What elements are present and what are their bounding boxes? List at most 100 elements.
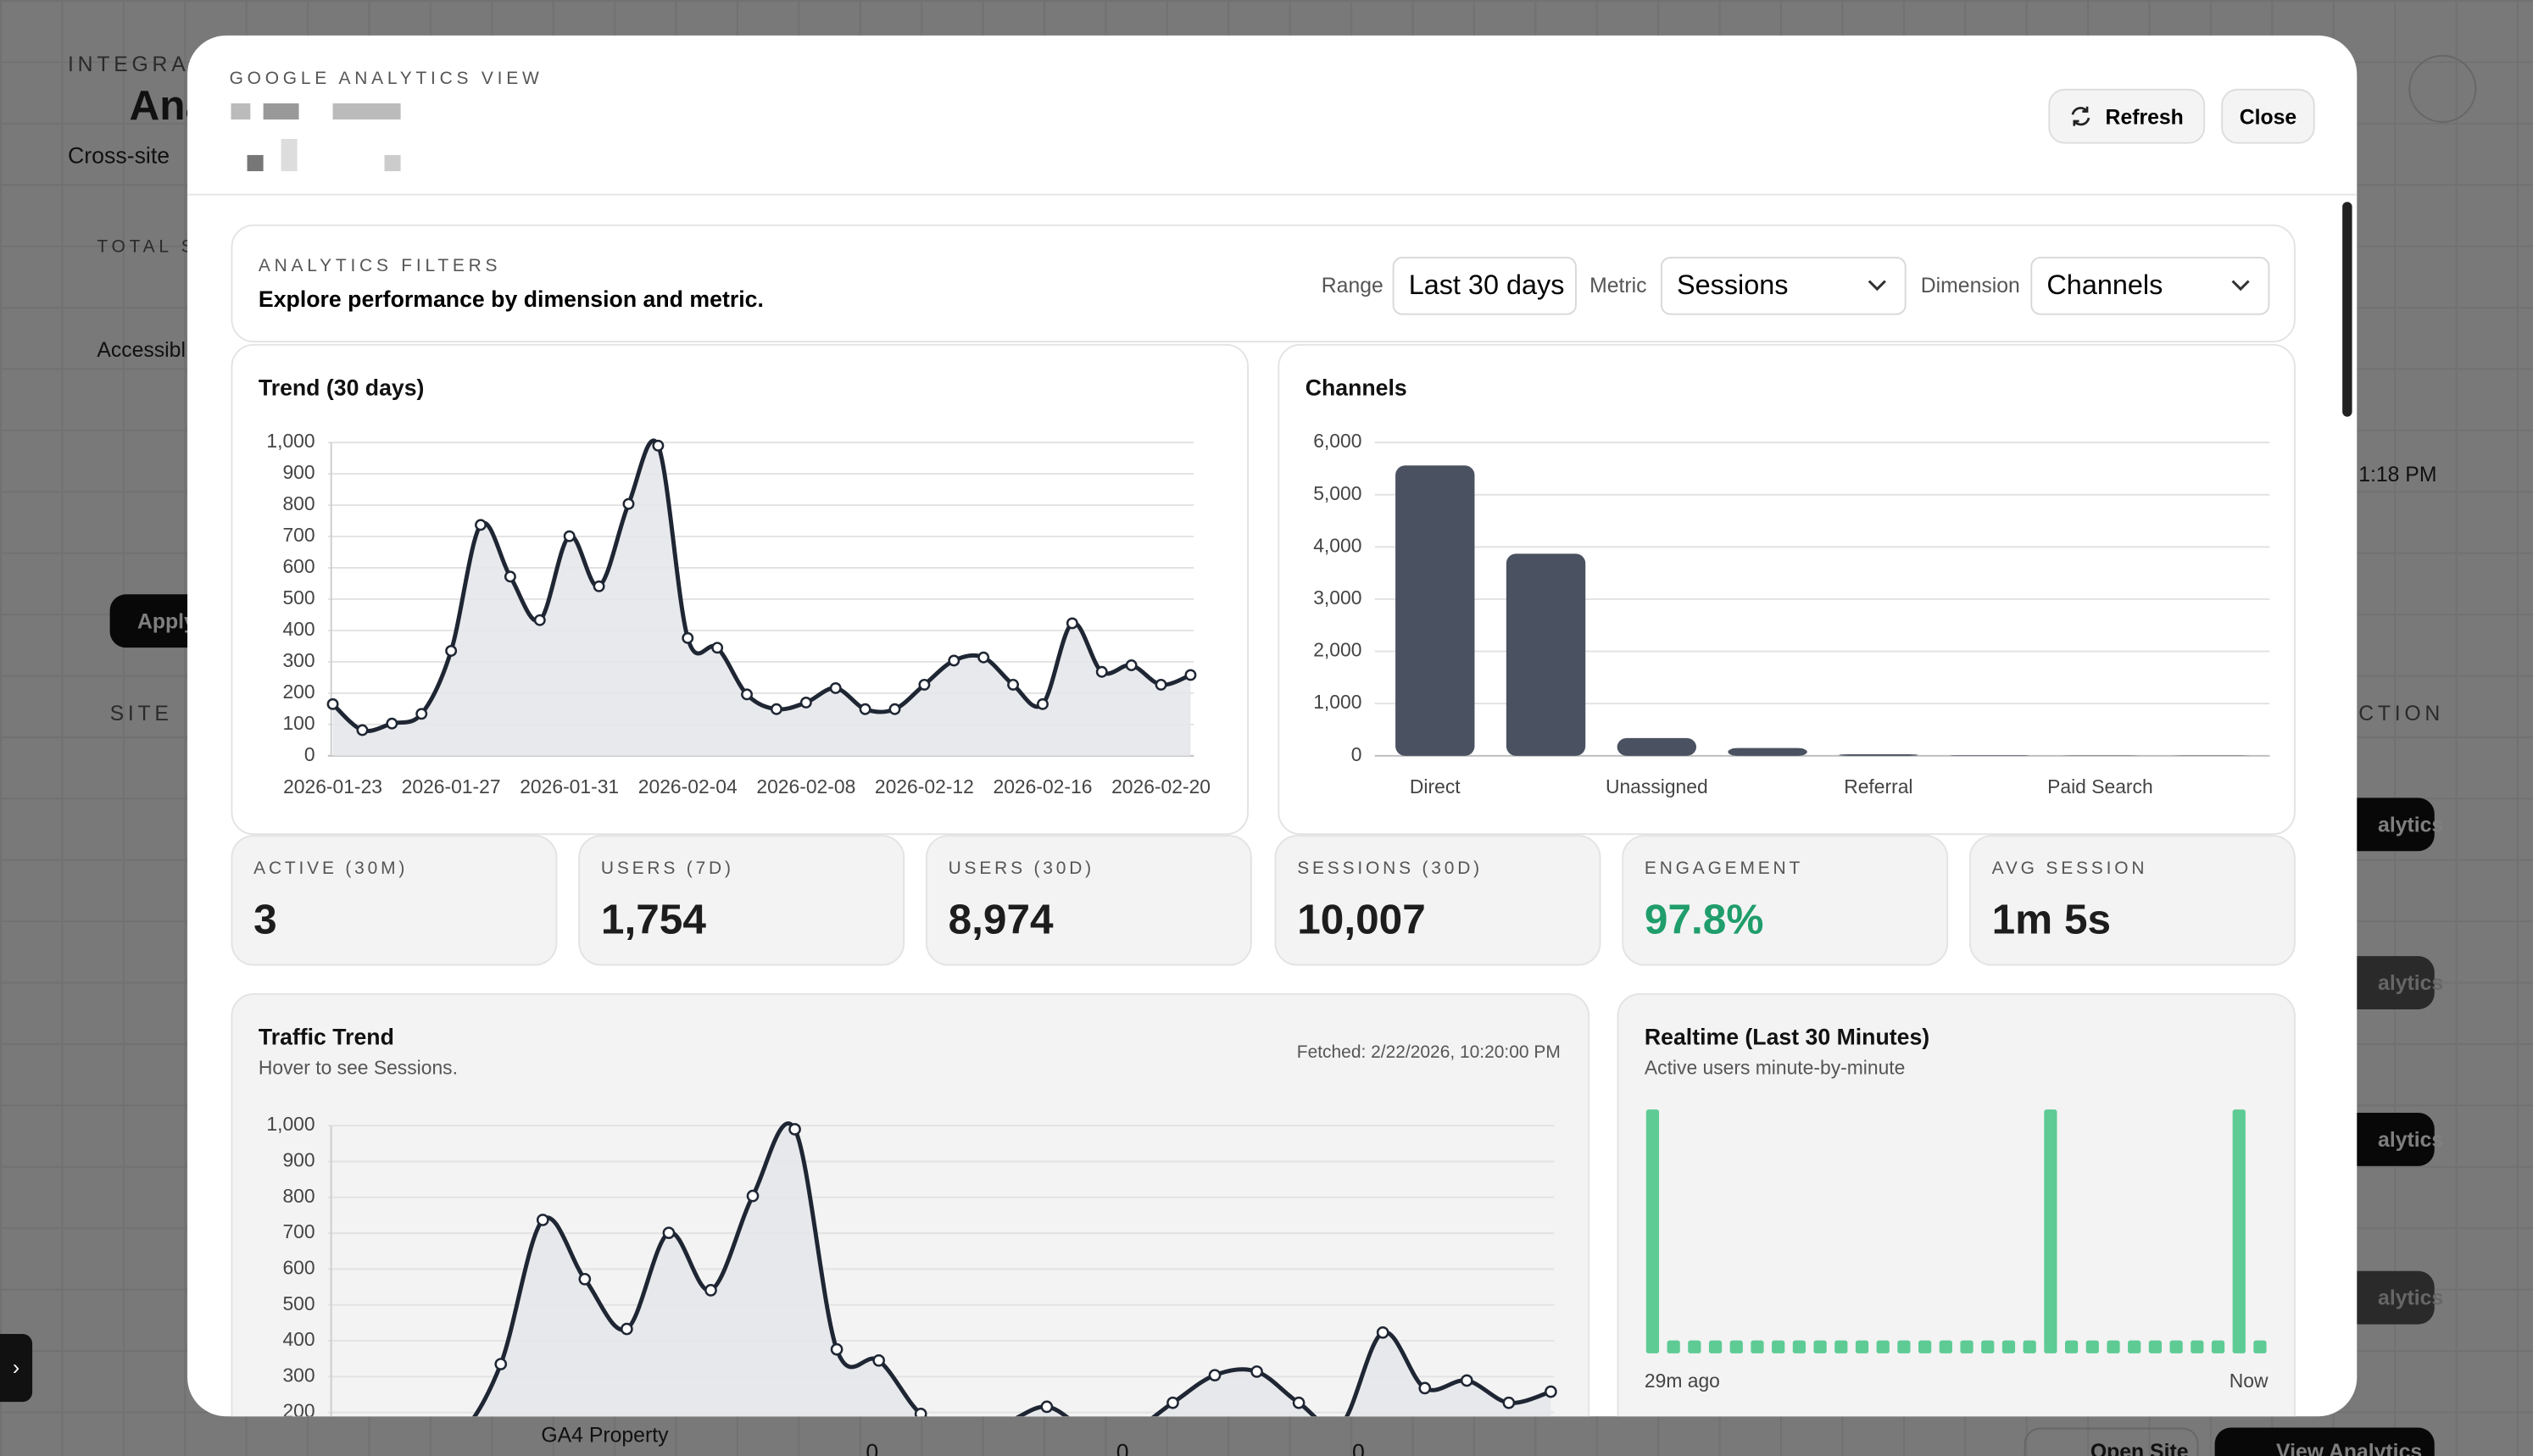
chart-title: Trend (30 days) xyxy=(259,375,425,400)
y-tick-label: 400 xyxy=(282,618,315,640)
data-point xyxy=(445,645,458,657)
range-select[interactable]: Last 30 days xyxy=(1392,256,1577,315)
data-point xyxy=(536,1214,549,1226)
y-tick-label: 4,000 xyxy=(1313,534,1361,556)
kpi-card: ACTIVE (30M) 3 xyxy=(231,835,558,966)
kpi-label: SESSIONS (30D) xyxy=(1297,859,1483,879)
data-point xyxy=(475,519,487,531)
refresh-icon xyxy=(2072,106,2090,126)
data-point xyxy=(563,530,576,542)
data-point xyxy=(704,1284,717,1297)
dimension-value: Channels xyxy=(2046,270,2163,301)
filters-eyebrow: ANALYTICS FILTERS xyxy=(258,256,502,276)
data-point xyxy=(948,654,960,667)
data-point xyxy=(958,1425,968,1436)
kpi-card: USERS (30D) 8,974 xyxy=(925,835,1252,966)
metric-select[interactable]: Sessions xyxy=(1660,256,1907,315)
data-point xyxy=(872,1353,885,1367)
scrollbar xyxy=(2342,202,2352,417)
y-tick-label: 6,000 xyxy=(1313,430,1361,452)
y-tick-label: 200 xyxy=(282,681,315,703)
y-tick-label: 2,000 xyxy=(1313,639,1361,661)
bar xyxy=(1617,737,1697,756)
chart-layer: Trend (30 days) 0 100 200 300 400 500 600 700 800… xyxy=(259,375,2270,1456)
y-tick-label: 300 xyxy=(282,1364,315,1386)
y-tick-label: 900 xyxy=(282,461,315,483)
data-point xyxy=(830,1342,843,1356)
data-point xyxy=(829,682,842,694)
x-tick-label: 29m ago xyxy=(1645,1370,1720,1392)
y-tick-label: 0 xyxy=(1351,743,1362,765)
area-fill xyxy=(332,440,1191,756)
filters-subtitle: Explore performance by dimension and met… xyxy=(258,286,764,312)
data-point xyxy=(1208,1369,1222,1381)
filters-card: ANALYTICS FILTERS Explore performance by… xyxy=(231,224,2296,342)
close-button[interactable]: Close xyxy=(2221,88,2315,144)
data-point xyxy=(533,614,546,626)
bar xyxy=(2107,1340,2120,1353)
data-point xyxy=(494,1358,508,1370)
data-point xyxy=(356,724,369,736)
bar xyxy=(1918,1340,1932,1353)
data-point xyxy=(386,717,398,730)
data-point xyxy=(593,580,605,592)
y-tick-label: 700 xyxy=(282,1220,315,1242)
data-point xyxy=(977,651,990,664)
modal-eyebrow: GOOGLE ANALYTICS VIEW xyxy=(229,69,543,89)
y-tick-label: 800 xyxy=(282,492,315,514)
bar xyxy=(1667,1340,1680,1353)
bar xyxy=(1506,553,1586,756)
y-tick-label: 500 xyxy=(282,1292,315,1314)
kpi-value: 1m 5s xyxy=(1991,894,2112,943)
x-tick-label: 2026-01-23 xyxy=(283,775,382,797)
traffic-card xyxy=(231,992,1590,1417)
bar xyxy=(2128,1340,2141,1353)
bar xyxy=(2044,1109,2057,1353)
data-point xyxy=(770,703,782,715)
y-tick-label: 1,000 xyxy=(266,430,315,452)
bar xyxy=(1688,1340,1701,1353)
x-tick-label: Paid Search xyxy=(2047,775,2153,797)
y-tick-label: 500 xyxy=(282,586,315,609)
y-tick-label: 200 xyxy=(282,1400,315,1422)
bar xyxy=(1960,1340,1974,1353)
metric-value: Sessions xyxy=(1677,270,1789,301)
x-tick-label: 2026-02-16 xyxy=(994,775,1093,797)
kpi-label: ENGAGEMENT xyxy=(1644,859,1804,879)
y-tick-label: 600 xyxy=(282,555,315,577)
data-point xyxy=(711,642,724,654)
y-tick-label: 100 xyxy=(282,712,315,734)
bar xyxy=(1395,465,1475,756)
bar xyxy=(1949,755,2029,756)
y-tick-label: 100 xyxy=(282,1436,315,1456)
x-tick-label: 2026-01-27 xyxy=(402,775,501,797)
dimension-label: Dimension xyxy=(1920,273,2020,297)
bar xyxy=(1855,1340,1869,1353)
kpi-label: ACTIVE (30M) xyxy=(253,859,409,879)
y-tick-label: 0 xyxy=(304,743,315,765)
y-tick-label: 900 xyxy=(282,1149,315,1171)
data-point xyxy=(799,697,812,709)
data-point xyxy=(1250,1365,1263,1378)
kpi-label: USERS (30D) xyxy=(948,859,1094,879)
refresh-button[interactable]: Refresh xyxy=(2048,88,2206,144)
bar xyxy=(1834,1340,1848,1353)
data-point xyxy=(1125,659,1138,671)
sidebar-toggle[interactable]: › xyxy=(0,1334,33,1403)
bar xyxy=(1728,747,1807,756)
kpi-value: 97.8% xyxy=(1644,894,1764,943)
area-fill xyxy=(475,1123,1551,1417)
bar xyxy=(2169,1340,2183,1353)
data-point xyxy=(918,678,931,691)
data-point xyxy=(788,1123,801,1136)
metric-label: Metric xyxy=(1589,273,1647,297)
dimension-select[interactable]: Channels xyxy=(2030,256,2270,315)
bar xyxy=(2232,1109,2246,1353)
x-tick-label: Referral xyxy=(1844,775,1912,797)
kpi-label: USERS (7D) xyxy=(600,859,734,879)
data-point xyxy=(1066,617,1078,630)
kpi-card: AVG SESSION 1m 5s xyxy=(1968,835,2296,966)
data-point xyxy=(1502,1396,1516,1409)
kpi-value: 3 xyxy=(253,894,277,943)
